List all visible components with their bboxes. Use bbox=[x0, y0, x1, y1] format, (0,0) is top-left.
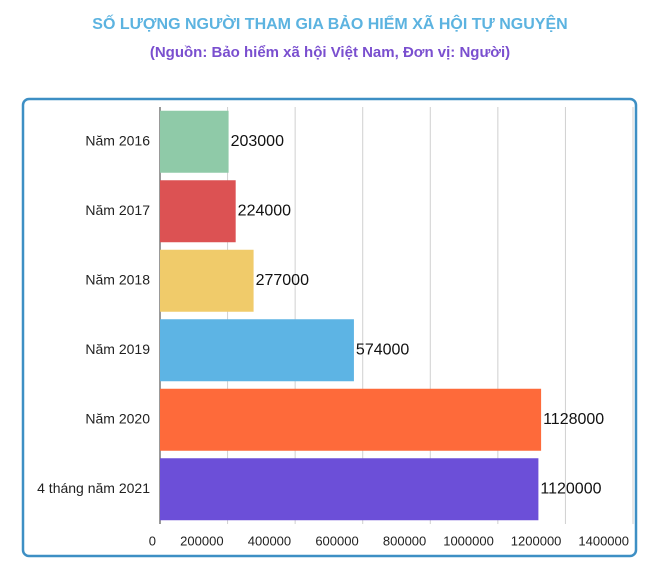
bar bbox=[160, 458, 539, 521]
value-label: 224000 bbox=[238, 202, 291, 219]
x-tick-label: 800000 bbox=[383, 533, 426, 548]
y-tick-label: Năm 2016 bbox=[85, 132, 150, 148]
y-tick-label: Năm 2019 bbox=[85, 341, 150, 357]
y-tick-label: Năm 2018 bbox=[85, 271, 150, 287]
value-label: 203000 bbox=[231, 133, 284, 150]
x-tick-label: 0 bbox=[149, 533, 156, 548]
chart-subtitle: (Nguồn: Bảo hiểm xã hội Việt Nam, Đơn vị… bbox=[150, 44, 510, 61]
bar bbox=[160, 180, 236, 243]
y-tick-label: Năm 2017 bbox=[85, 202, 150, 218]
value-label: 1120000 bbox=[540, 480, 601, 497]
y-tick-label: Năm 2020 bbox=[85, 410, 150, 426]
x-tick-label: 400000 bbox=[248, 533, 291, 548]
bar bbox=[160, 388, 542, 451]
bar bbox=[160, 110, 229, 173]
y-tick-label: 4 tháng năm 2021 bbox=[37, 480, 150, 496]
chart-title: SỐ LƯỢNG NGƯỜI THAM GIA BẢO HIỂM XÃ HỘI … bbox=[92, 13, 567, 33]
x-tick-label: 600000 bbox=[315, 533, 358, 548]
value-label: 1128000 bbox=[543, 411, 604, 428]
bar bbox=[160, 319, 354, 382]
x-tick-label: 1400000 bbox=[578, 533, 629, 548]
x-tick-label: 1000000 bbox=[443, 533, 494, 548]
x-tick-label: 1200000 bbox=[511, 533, 562, 548]
bar bbox=[160, 249, 254, 312]
x-tick-label: 200000 bbox=[180, 533, 223, 548]
value-label: 574000 bbox=[356, 341, 409, 358]
value-label: 277000 bbox=[256, 272, 309, 289]
